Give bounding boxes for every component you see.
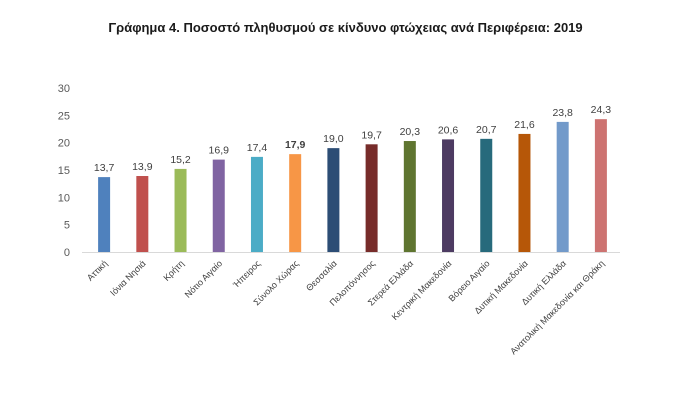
bar bbox=[556, 121, 569, 252]
y-tick-label: 30 bbox=[58, 83, 70, 95]
data-label: 20,6 bbox=[438, 124, 459, 136]
data-label: 13,9 bbox=[132, 161, 153, 173]
y-tick-label: 10 bbox=[58, 192, 70, 204]
y-tick-label: 5 bbox=[64, 220, 70, 232]
y-tick-label: 20 bbox=[58, 138, 70, 150]
bar bbox=[289, 154, 302, 252]
category-label: Νότιο Αιγαίο bbox=[183, 258, 224, 299]
data-label: 20,3 bbox=[400, 126, 421, 138]
data-label: 13,7 bbox=[94, 162, 115, 174]
category-label: Ήπειρος bbox=[230, 258, 262, 290]
category-label: Κρήτη bbox=[161, 258, 186, 283]
data-label: 21,6 bbox=[514, 119, 535, 131]
bar bbox=[442, 139, 455, 252]
bar bbox=[327, 148, 340, 252]
category-label: Θεσσαλία bbox=[304, 258, 339, 293]
data-label: 16,9 bbox=[209, 145, 230, 157]
y-tick-label: 25 bbox=[58, 110, 70, 122]
bar bbox=[250, 156, 263, 252]
bar bbox=[365, 144, 378, 252]
category-label: Ιόνια Νησιά bbox=[108, 258, 148, 298]
category-label: Αττική bbox=[85, 258, 109, 282]
bar bbox=[403, 141, 416, 252]
data-label: 19,7 bbox=[361, 129, 382, 141]
data-label: 23,8 bbox=[552, 107, 573, 119]
y-tick-label: 0 bbox=[64, 247, 70, 259]
bar bbox=[98, 177, 111, 252]
bar bbox=[480, 138, 493, 252]
y-tick-label: 15 bbox=[58, 165, 70, 177]
data-label: 24,3 bbox=[591, 104, 612, 116]
bar bbox=[518, 133, 531, 252]
bar bbox=[594, 119, 607, 252]
bar bbox=[174, 168, 187, 252]
data-label: 17,9 bbox=[285, 139, 306, 151]
data-label: 17,4 bbox=[247, 142, 268, 154]
chart-title: Γράφημα 4. Ποσοστό πληθυσμού σε κίνδυνο … bbox=[108, 20, 583, 35]
data-label: 15,2 bbox=[170, 154, 191, 166]
data-label: 20,7 bbox=[476, 124, 497, 136]
data-label: 19,0 bbox=[323, 133, 344, 145]
bar bbox=[212, 159, 225, 252]
bar bbox=[136, 176, 149, 252]
